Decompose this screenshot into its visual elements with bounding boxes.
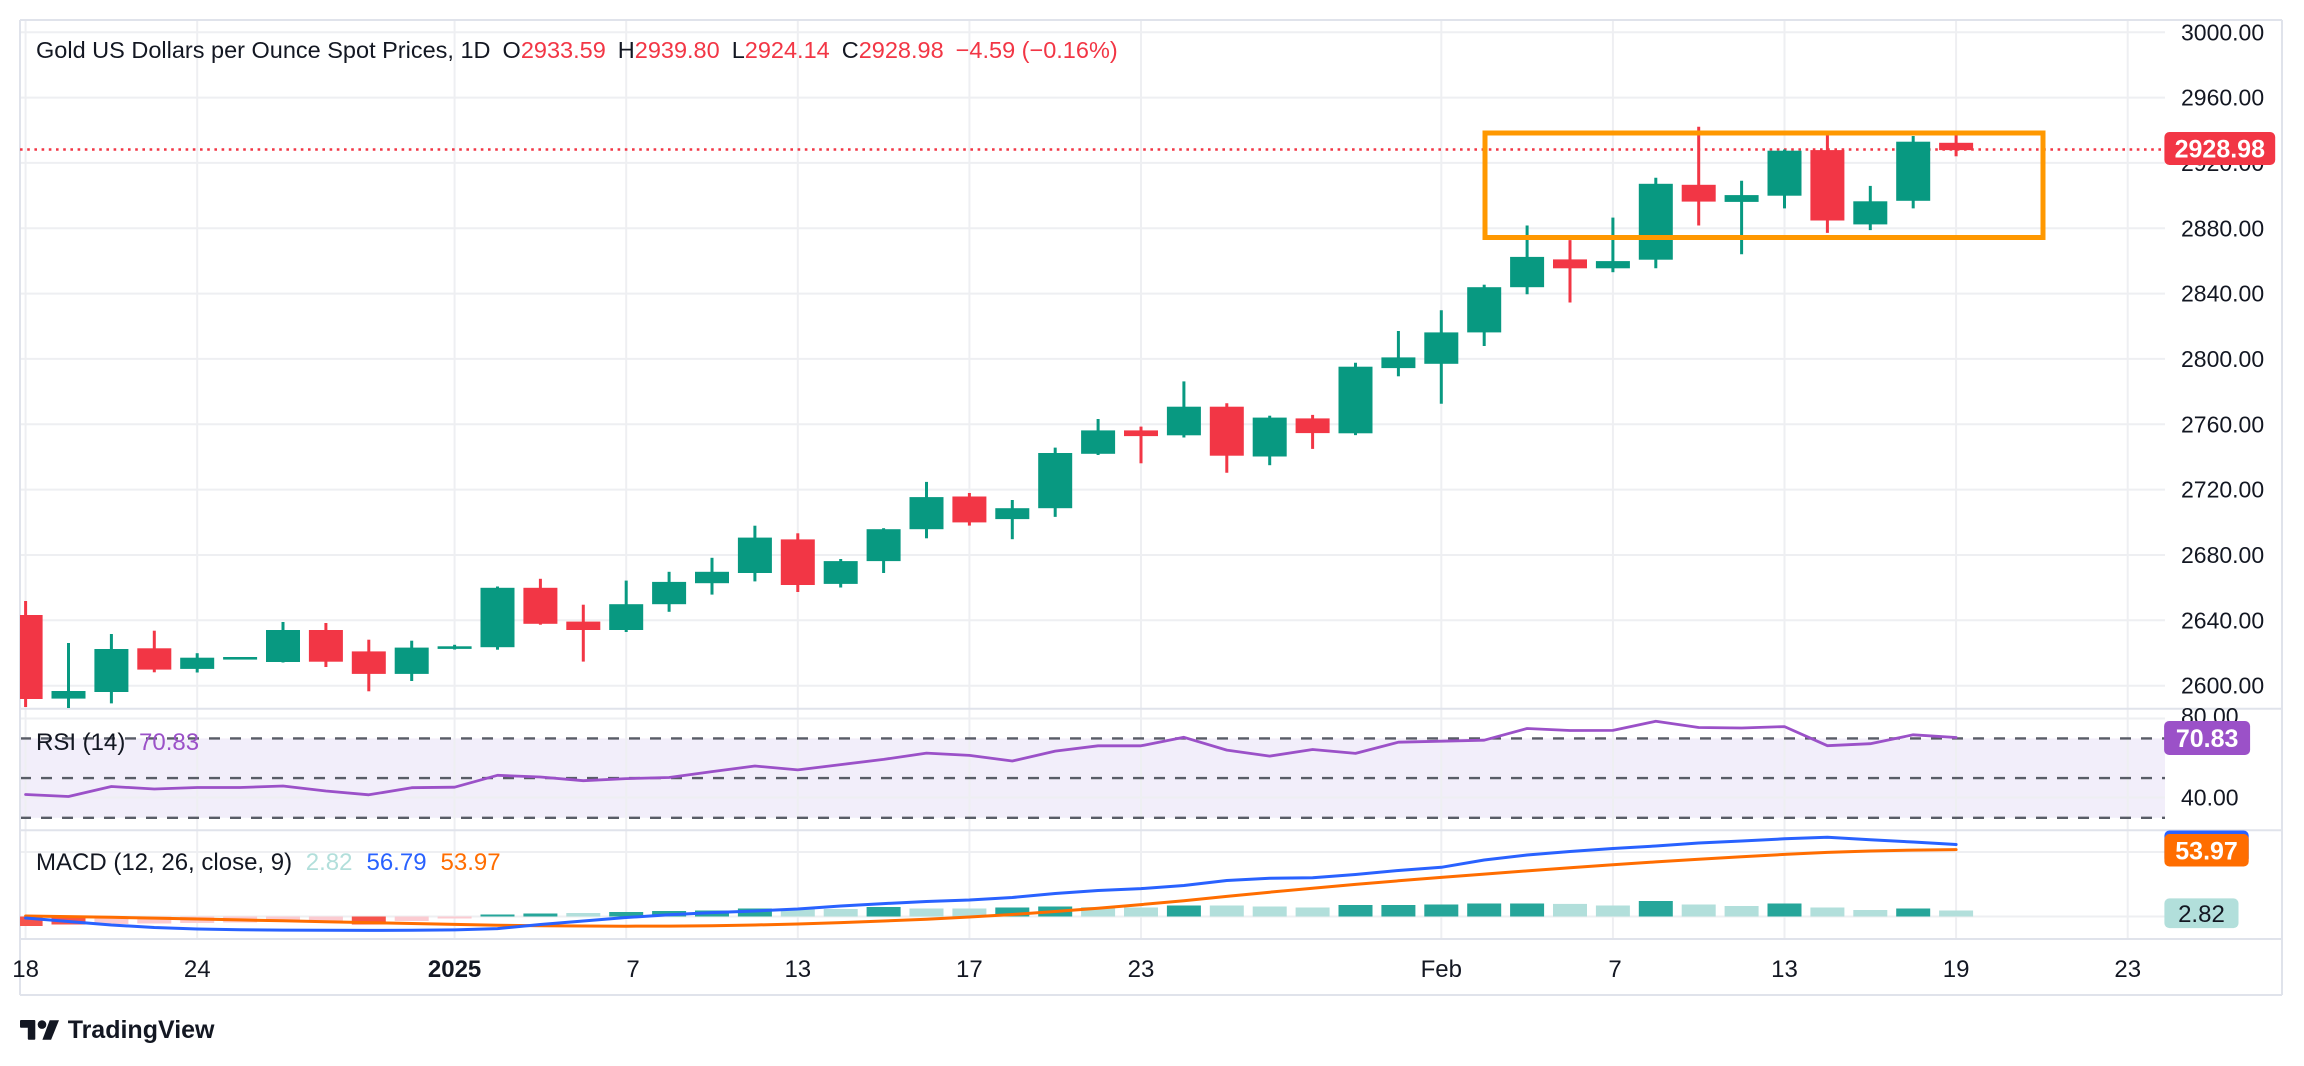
svg-text:2960.00: 2960.00 — [2181, 85, 2264, 111]
svg-text:Feb: Feb — [1421, 956, 1462, 983]
svg-text:13: 13 — [784, 956, 811, 983]
svg-text:TradingView: TradingView — [68, 1016, 215, 1044]
svg-text:3000.00: 3000.00 — [2181, 19, 2264, 45]
svg-text:24: 24 — [184, 956, 211, 983]
svg-text:23: 23 — [1128, 956, 1155, 983]
svg-text:19: 19 — [1943, 956, 1970, 983]
svg-text:23: 23 — [2114, 956, 2141, 983]
svg-text:2680.00: 2680.00 — [2181, 542, 2264, 568]
svg-text:53.97: 53.97 — [2175, 837, 2238, 865]
svg-text:13: 13 — [1771, 956, 1798, 983]
svg-text:70.83: 70.83 — [2176, 725, 2239, 753]
svg-text:2720.00: 2720.00 — [2181, 477, 2264, 503]
svg-text:17: 17 — [956, 956, 983, 983]
svg-text:RSI (14) 70.83: RSI (14) 70.83 — [36, 729, 199, 756]
svg-text:Gold US Dollars per Ounce Spot: Gold US Dollars per Ounce Spot Prices, 1… — [36, 37, 1118, 63]
svg-text:2760.00: 2760.00 — [2181, 411, 2264, 437]
svg-text:2600.00: 2600.00 — [2181, 673, 2264, 699]
svg-text:18: 18 — [12, 956, 39, 983]
svg-text:2840.00: 2840.00 — [2181, 281, 2264, 307]
svg-text:7: 7 — [1608, 956, 1621, 983]
svg-text:7: 7 — [626, 956, 639, 983]
svg-text:2640.00: 2640.00 — [2181, 607, 2264, 633]
svg-text:2928.98: 2928.98 — [2175, 136, 2265, 164]
svg-text:2.82: 2.82 — [2178, 901, 2225, 928]
svg-text:2880.00: 2880.00 — [2181, 215, 2264, 241]
svg-text:2025: 2025 — [428, 956, 481, 983]
svg-text:40.00: 40.00 — [2181, 785, 2239, 811]
svg-text:2800.00: 2800.00 — [2181, 346, 2264, 372]
